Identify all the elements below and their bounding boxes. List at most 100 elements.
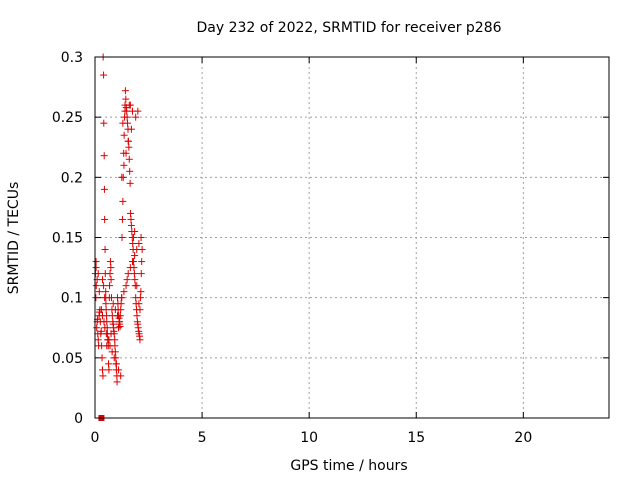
data-point — [125, 155, 133, 163]
data-point — [98, 354, 106, 362]
data-point — [120, 161, 128, 169]
data-point — [127, 215, 135, 223]
data-point — [115, 324, 123, 332]
data-point — [113, 378, 121, 386]
y-tick-label: 0.1 — [61, 291, 83, 307]
data-point — [133, 312, 141, 320]
data-point — [101, 215, 109, 223]
data-point — [92, 294, 100, 302]
data-point — [138, 258, 146, 266]
data-point — [115, 366, 123, 374]
data-point — [135, 300, 143, 308]
data-point — [133, 246, 141, 254]
data-point — [127, 209, 135, 217]
data-point — [125, 143, 133, 151]
data-point — [123, 113, 131, 121]
data-point — [100, 318, 108, 326]
data-point — [119, 197, 127, 205]
data-point — [128, 258, 136, 266]
data-point — [97, 306, 105, 314]
data-point — [118, 234, 126, 241]
data-point — [120, 131, 128, 139]
x-tick-label: 10 — [300, 430, 318, 446]
y-tick-label: 0.25 — [52, 110, 83, 126]
data-point — [117, 372, 125, 380]
x-axis-label: GPS time / hours — [290, 458, 407, 474]
data-point — [94, 270, 102, 278]
data-point — [92, 282, 100, 290]
data-point — [127, 125, 135, 133]
data-point — [94, 336, 102, 344]
data-point — [98, 312, 106, 320]
axis-ticks: 0 5 10 15 20 0 0.05 0.1 0.15 0.2 0.25 0.3 — [52, 50, 609, 446]
data-point — [99, 372, 107, 380]
y-tick-label: 0.15 — [52, 231, 83, 247]
x-tick-label: 20 — [514, 430, 532, 446]
y-tick-label: 0 — [74, 411, 83, 427]
data-point — [131, 227, 139, 235]
data-point — [107, 276, 115, 284]
data-point — [92, 258, 100, 266]
data-point — [107, 264, 115, 272]
y-tick-label: 0.05 — [52, 351, 83, 367]
data-point — [100, 152, 108, 160]
data-point — [100, 185, 108, 193]
data-point — [97, 327, 105, 335]
data-point — [118, 294, 126, 302]
y-axis-label: SRMTID / TECUs — [6, 182, 22, 295]
data-point — [122, 149, 130, 157]
data-point — [122, 282, 130, 290]
data-point — [126, 101, 134, 109]
data-point — [118, 173, 126, 181]
y-tick-label: 0.2 — [61, 170, 83, 186]
data-point — [106, 282, 114, 290]
data-point — [100, 71, 108, 79]
data-point — [100, 119, 108, 127]
data-point — [122, 95, 130, 103]
data-point — [118, 215, 126, 223]
data-point — [121, 107, 129, 115]
grid — [95, 57, 609, 418]
data-point — [129, 240, 137, 248]
data-point — [107, 330, 115, 338]
data-point — [124, 270, 132, 278]
data-point — [92, 264, 100, 272]
y-tick-label: 0.3 — [61, 50, 83, 66]
data-point — [120, 288, 128, 296]
data-point — [95, 288, 103, 296]
data-point — [127, 221, 135, 229]
data-point — [109, 300, 117, 308]
data-point — [103, 342, 111, 350]
data-point — [107, 294, 115, 302]
data-point — [128, 107, 136, 115]
data-point — [135, 240, 143, 248]
data-point — [131, 276, 139, 284]
data-point — [126, 179, 134, 187]
data-point — [130, 234, 138, 241]
plot-frame — [94, 56, 610, 419]
data-point — [101, 246, 109, 254]
x-tick-label: 5 — [198, 430, 207, 446]
data-point — [104, 360, 112, 368]
data-point — [119, 119, 127, 127]
data-point — [108, 348, 116, 356]
data-point — [93, 324, 101, 332]
data-point — [100, 282, 108, 290]
data-point — [123, 276, 131, 284]
data-point — [112, 360, 120, 368]
data-point — [136, 336, 144, 344]
x-tick-label: 0 — [91, 430, 100, 446]
data-point — [137, 234, 145, 241]
data-point — [113, 312, 121, 320]
data-point — [126, 264, 134, 272]
data-point — [137, 270, 145, 278]
data-point — [124, 137, 132, 145]
data-point — [133, 282, 141, 290]
data-point — [102, 288, 110, 296]
data-point — [116, 318, 124, 326]
data-point — [130, 270, 138, 278]
data-point — [110, 354, 118, 362]
data-points — [91, 53, 146, 421]
data-point — [106, 258, 114, 266]
